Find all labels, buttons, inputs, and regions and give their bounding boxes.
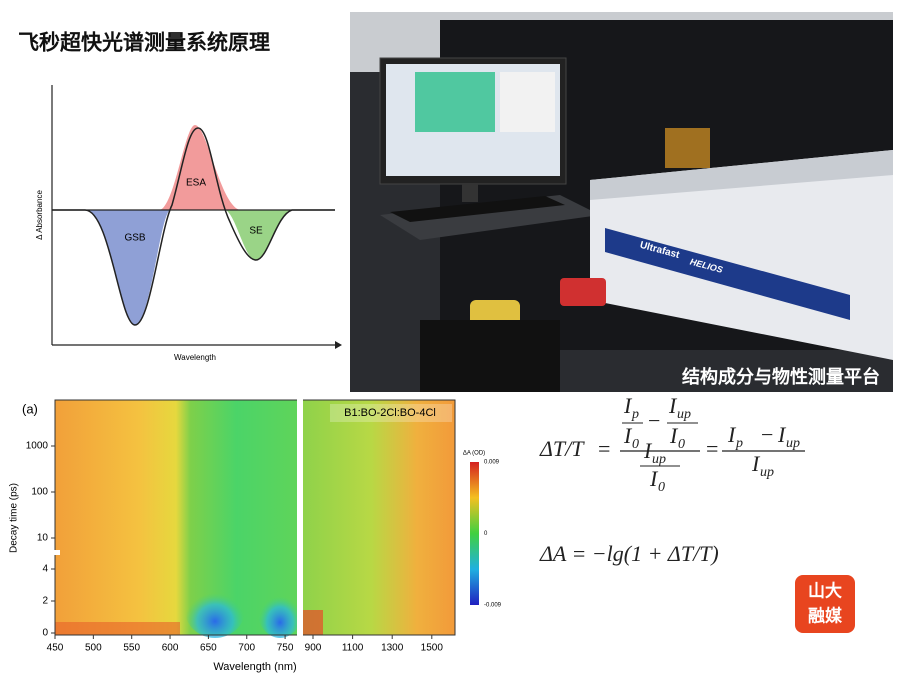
y-tick-label: 4 bbox=[42, 564, 48, 575]
y-tick-label: 1000 bbox=[26, 441, 49, 452]
colorbar-tick-label: 0.009 bbox=[484, 460, 500, 466]
y-tick-label: 0 bbox=[42, 628, 48, 639]
eq-var: I bbox=[649, 466, 659, 491]
eq-sign: = bbox=[706, 436, 718, 461]
heatmap: (a) B1:BO-2Cl:BO-4Cl Decay time (ps) Wav… bbox=[9, 396, 502, 673]
eq-sub: p bbox=[735, 436, 743, 451]
frame bbox=[54, 399, 456, 636]
schematic: GSB ESA SE Δ Absorbance Wavelength bbox=[35, 85, 342, 362]
eq-var: I bbox=[751, 451, 761, 476]
logo-text: 融媒 bbox=[808, 605, 843, 625]
eq-sub: p bbox=[631, 407, 639, 422]
equation-2: ΔA = −lg(1 + ΔT/T) bbox=[539, 541, 719, 566]
eq-var: I bbox=[727, 422, 737, 447]
eq-var: I bbox=[643, 438, 653, 463]
y-tick-label: 10 bbox=[37, 533, 49, 544]
eq-sign: = bbox=[598, 436, 610, 461]
eq-var: I bbox=[623, 393, 633, 418]
panel-left bbox=[55, 400, 297, 635]
esa-area bbox=[160, 125, 240, 210]
axis-label: Δ Absorbance bbox=[35, 190, 44, 240]
x-tick-label: 900 bbox=[305, 643, 322, 654]
eq-var: I bbox=[669, 423, 679, 448]
eq-minus: − bbox=[761, 422, 773, 447]
eq-lhs: ΔT/T bbox=[539, 436, 585, 461]
eq-sub: up bbox=[677, 407, 691, 422]
x-tick-label: 1500 bbox=[421, 643, 444, 654]
region-label: SE bbox=[249, 226, 263, 237]
colorbar-tick-label: 0 bbox=[484, 531, 488, 537]
panel-label: (a) bbox=[22, 401, 38, 416]
sample-label: B1:BO-2Cl:BO-4Cl bbox=[344, 407, 436, 419]
caption: 结构成分与物性测量平台 bbox=[682, 366, 880, 387]
title: 飞秒超快光谱测量系统原理 bbox=[18, 31, 270, 55]
blue-region bbox=[185, 582, 245, 638]
se-area bbox=[225, 210, 292, 260]
y-tick-label: 2 bbox=[42, 596, 48, 607]
red-band bbox=[55, 622, 180, 635]
blue-region bbox=[258, 586, 302, 638]
eq-sub: 0 bbox=[658, 480, 665, 495]
colorbar-tick-label: -0.009 bbox=[484, 603, 502, 609]
x-tick-label: 650 bbox=[200, 643, 217, 654]
x-tick-label: 1300 bbox=[381, 643, 404, 654]
x-tick-label: 1100 bbox=[342, 643, 364, 654]
logo: 山大 融媒 bbox=[795, 575, 855, 633]
curve bbox=[52, 127, 335, 326]
arrow bbox=[335, 341, 342, 349]
eq-var: I bbox=[623, 423, 633, 448]
x-tick-label: 500 bbox=[85, 643, 102, 654]
eq-sub: 0 bbox=[632, 437, 639, 452]
eq-var: I bbox=[668, 393, 678, 418]
x-axis-label: Wavelength (nm) bbox=[213, 661, 296, 673]
red-band bbox=[303, 610, 323, 635]
x-tick-label: 700 bbox=[238, 643, 255, 654]
gsb-area bbox=[85, 210, 170, 325]
y-tick-label: 100 bbox=[31, 487, 48, 498]
eq-sub: up bbox=[760, 465, 774, 480]
y-axis-label: Decay time (ps) bbox=[9, 483, 20, 553]
x-tick-label: 450 bbox=[47, 643, 64, 654]
x-tick-label: 550 bbox=[123, 643, 140, 654]
eq-var: I bbox=[777, 422, 787, 447]
region-label: GSB bbox=[124, 233, 145, 244]
colorbar-label: ΔA (OD) bbox=[463, 451, 485, 457]
region-label: ESA bbox=[186, 178, 206, 189]
photo: Ultrafast HELIOS 结构成分与物性测量平台 bbox=[350, 12, 893, 392]
logo-text: 山大 bbox=[808, 580, 842, 600]
axis-label: Wavelength bbox=[174, 353, 216, 362]
axis-break bbox=[40, 550, 60, 555]
eq-minus: − bbox=[648, 408, 660, 433]
eq-sub: up bbox=[652, 452, 666, 467]
panel-right bbox=[303, 400, 455, 635]
axis-break bbox=[297, 396, 303, 640]
colorbar bbox=[470, 462, 479, 605]
x-tick-label: 750 bbox=[277, 643, 294, 654]
x-tick-label: 600 bbox=[162, 643, 179, 654]
eq-sub: 0 bbox=[678, 437, 685, 452]
eq-sub: up bbox=[786, 436, 800, 451]
